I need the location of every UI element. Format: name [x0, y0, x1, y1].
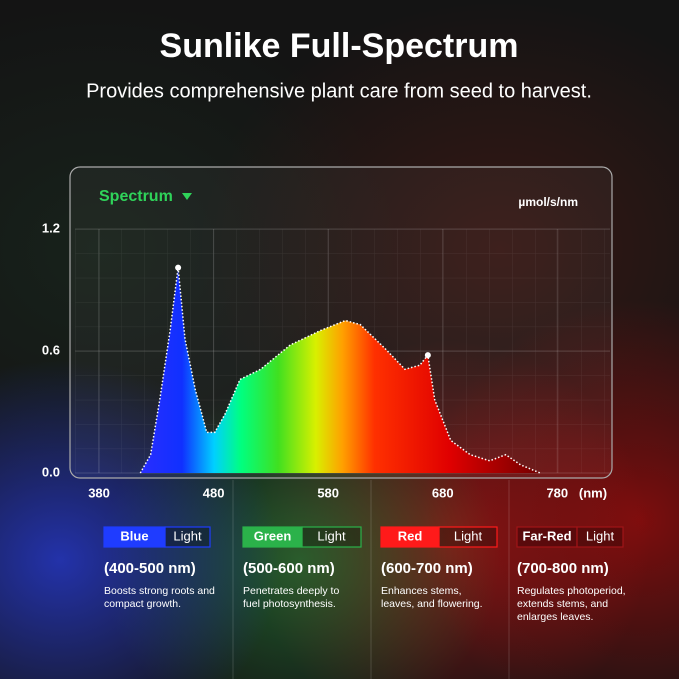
band-box-suffix — [576, 526, 624, 548]
band-range: (400-500 nm) — [104, 560, 196, 577]
y-tick-label: 0.6 — [42, 342, 60, 357]
band-range: (500-600 nm) — [243, 560, 335, 577]
band-desc: compact growth. — [104, 598, 181, 610]
band-name: Red — [398, 528, 423, 543]
spectrum-outline — [139, 267, 541, 474]
y-axis-label: µmol/s/nm — [518, 195, 578, 209]
peak-marker — [175, 264, 182, 271]
x-tick-label: 480 — [203, 485, 225, 500]
band-name: Blue — [120, 528, 148, 543]
x-tick-label: 780 — [546, 485, 568, 500]
band-suffix: Light — [317, 528, 346, 543]
band-box-suffix — [164, 526, 211, 548]
peak-marker — [424, 352, 431, 359]
band-name: Far-Red — [522, 528, 571, 543]
y-tick-label: 1.2 — [42, 220, 60, 235]
dropdown-icon — [182, 193, 192, 200]
title: Sunlike Full-Spectrum — [160, 27, 519, 65]
band-range: (600-700 nm) — [381, 560, 473, 577]
band-desc: extends stems, and — [517, 598, 608, 610]
x-tick-label: 580 — [317, 485, 339, 500]
band-desc: leaves, and flowering. — [381, 598, 483, 610]
x-unit: (nm) — [579, 485, 607, 500]
spectrum-label: Spectrum — [99, 188, 173, 205]
y-tick-label: 0.0 — [42, 464, 60, 479]
band-box-suffix — [301, 526, 362, 548]
band-range: (700-800 nm) — [517, 560, 609, 577]
band-desc: Enhances stems, — [381, 585, 462, 597]
band-suffix: Light — [586, 528, 615, 543]
subtitle: Provides comprehensive plant care from s… — [86, 80, 592, 102]
band-desc: fuel photosynthesis. — [243, 598, 336, 610]
band-desc: Penetrates deeply to — [243, 585, 339, 597]
band-desc: Boosts strong roots and — [104, 585, 215, 597]
band-suffix: Light — [173, 528, 202, 543]
band-box-suffix — [438, 526, 498, 548]
x-tick-label: 680 — [432, 485, 454, 500]
band-desc: enlarges leaves. — [517, 611, 593, 623]
band-suffix: Light — [454, 528, 483, 543]
band-name: Green — [254, 528, 292, 543]
spectrum-area — [140, 267, 541, 473]
x-tick-label: 380 — [88, 485, 110, 500]
band-desc: Regulates photoperiod, — [517, 585, 626, 597]
